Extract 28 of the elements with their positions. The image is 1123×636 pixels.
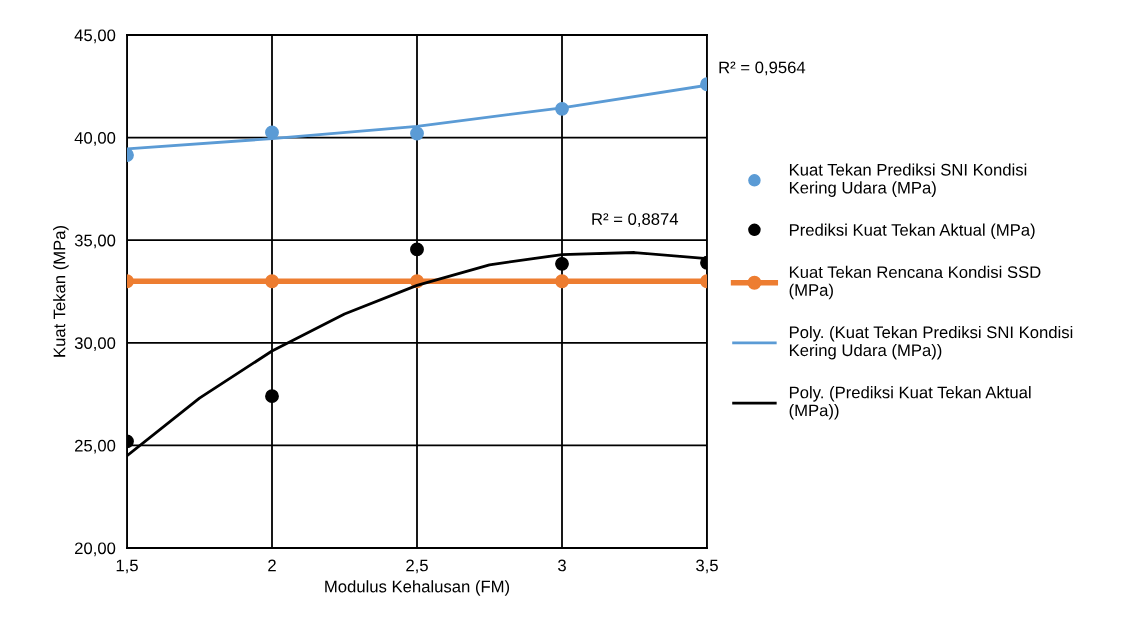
- legend-label: Kuat Tekan Prediksi SNI Kondisi Kering Udara (MPa): [789, 163, 1027, 197]
- x-tick-label: 3,5: [696, 559, 718, 574]
- point: [265, 274, 279, 289]
- x-axis-title: Modulus Kehalusan (FM): [325, 580, 510, 596]
- legend-label: Poly. (Kuat Tekan Prediksi SNI Kondisi Kering Udara (MPa)): [789, 325, 1073, 360]
- point: [410, 242, 424, 257]
- legend-label: Poly. (Prediksi Kuat Tekan Aktual (MPa)): [789, 386, 1031, 420]
- y-tick-label: 35,00: [74, 234, 116, 249]
- point: [555, 256, 569, 271]
- point: [265, 389, 279, 404]
- annotation: R² = 0,9564: [719, 61, 806, 76]
- legend-label: Kuat Tekan Rencana Kondisi SSD (MPa): [789, 265, 1041, 300]
- y-tick-label: 25,00: [75, 439, 116, 454]
- legend-label: Prediksi Kuat Tekan Aktual (MPa): [789, 223, 1035, 240]
- y-tick-label: 30,00: [74, 337, 116, 351]
- y-tick-label: 20,00: [75, 542, 116, 557]
- x-tick-label: 1,5: [116, 559, 138, 574]
- point: [555, 274, 569, 289]
- y-tick-label: 45,00: [74, 29, 116, 44]
- y-tick-label: 40,00: [74, 132, 116, 146]
- point: [555, 101, 569, 116]
- x-tick-label: 2: [268, 559, 276, 572]
- y-axis-title: Kuat Tekan (MPa): [53, 225, 69, 357]
- x-tick-label: 3: [558, 559, 566, 572]
- x-tick-label: 2,5: [406, 559, 428, 574]
- point: [410, 126, 424, 141]
- annotation: R² = 0,8874: [592, 213, 679, 227]
- point: [265, 125, 279, 140]
